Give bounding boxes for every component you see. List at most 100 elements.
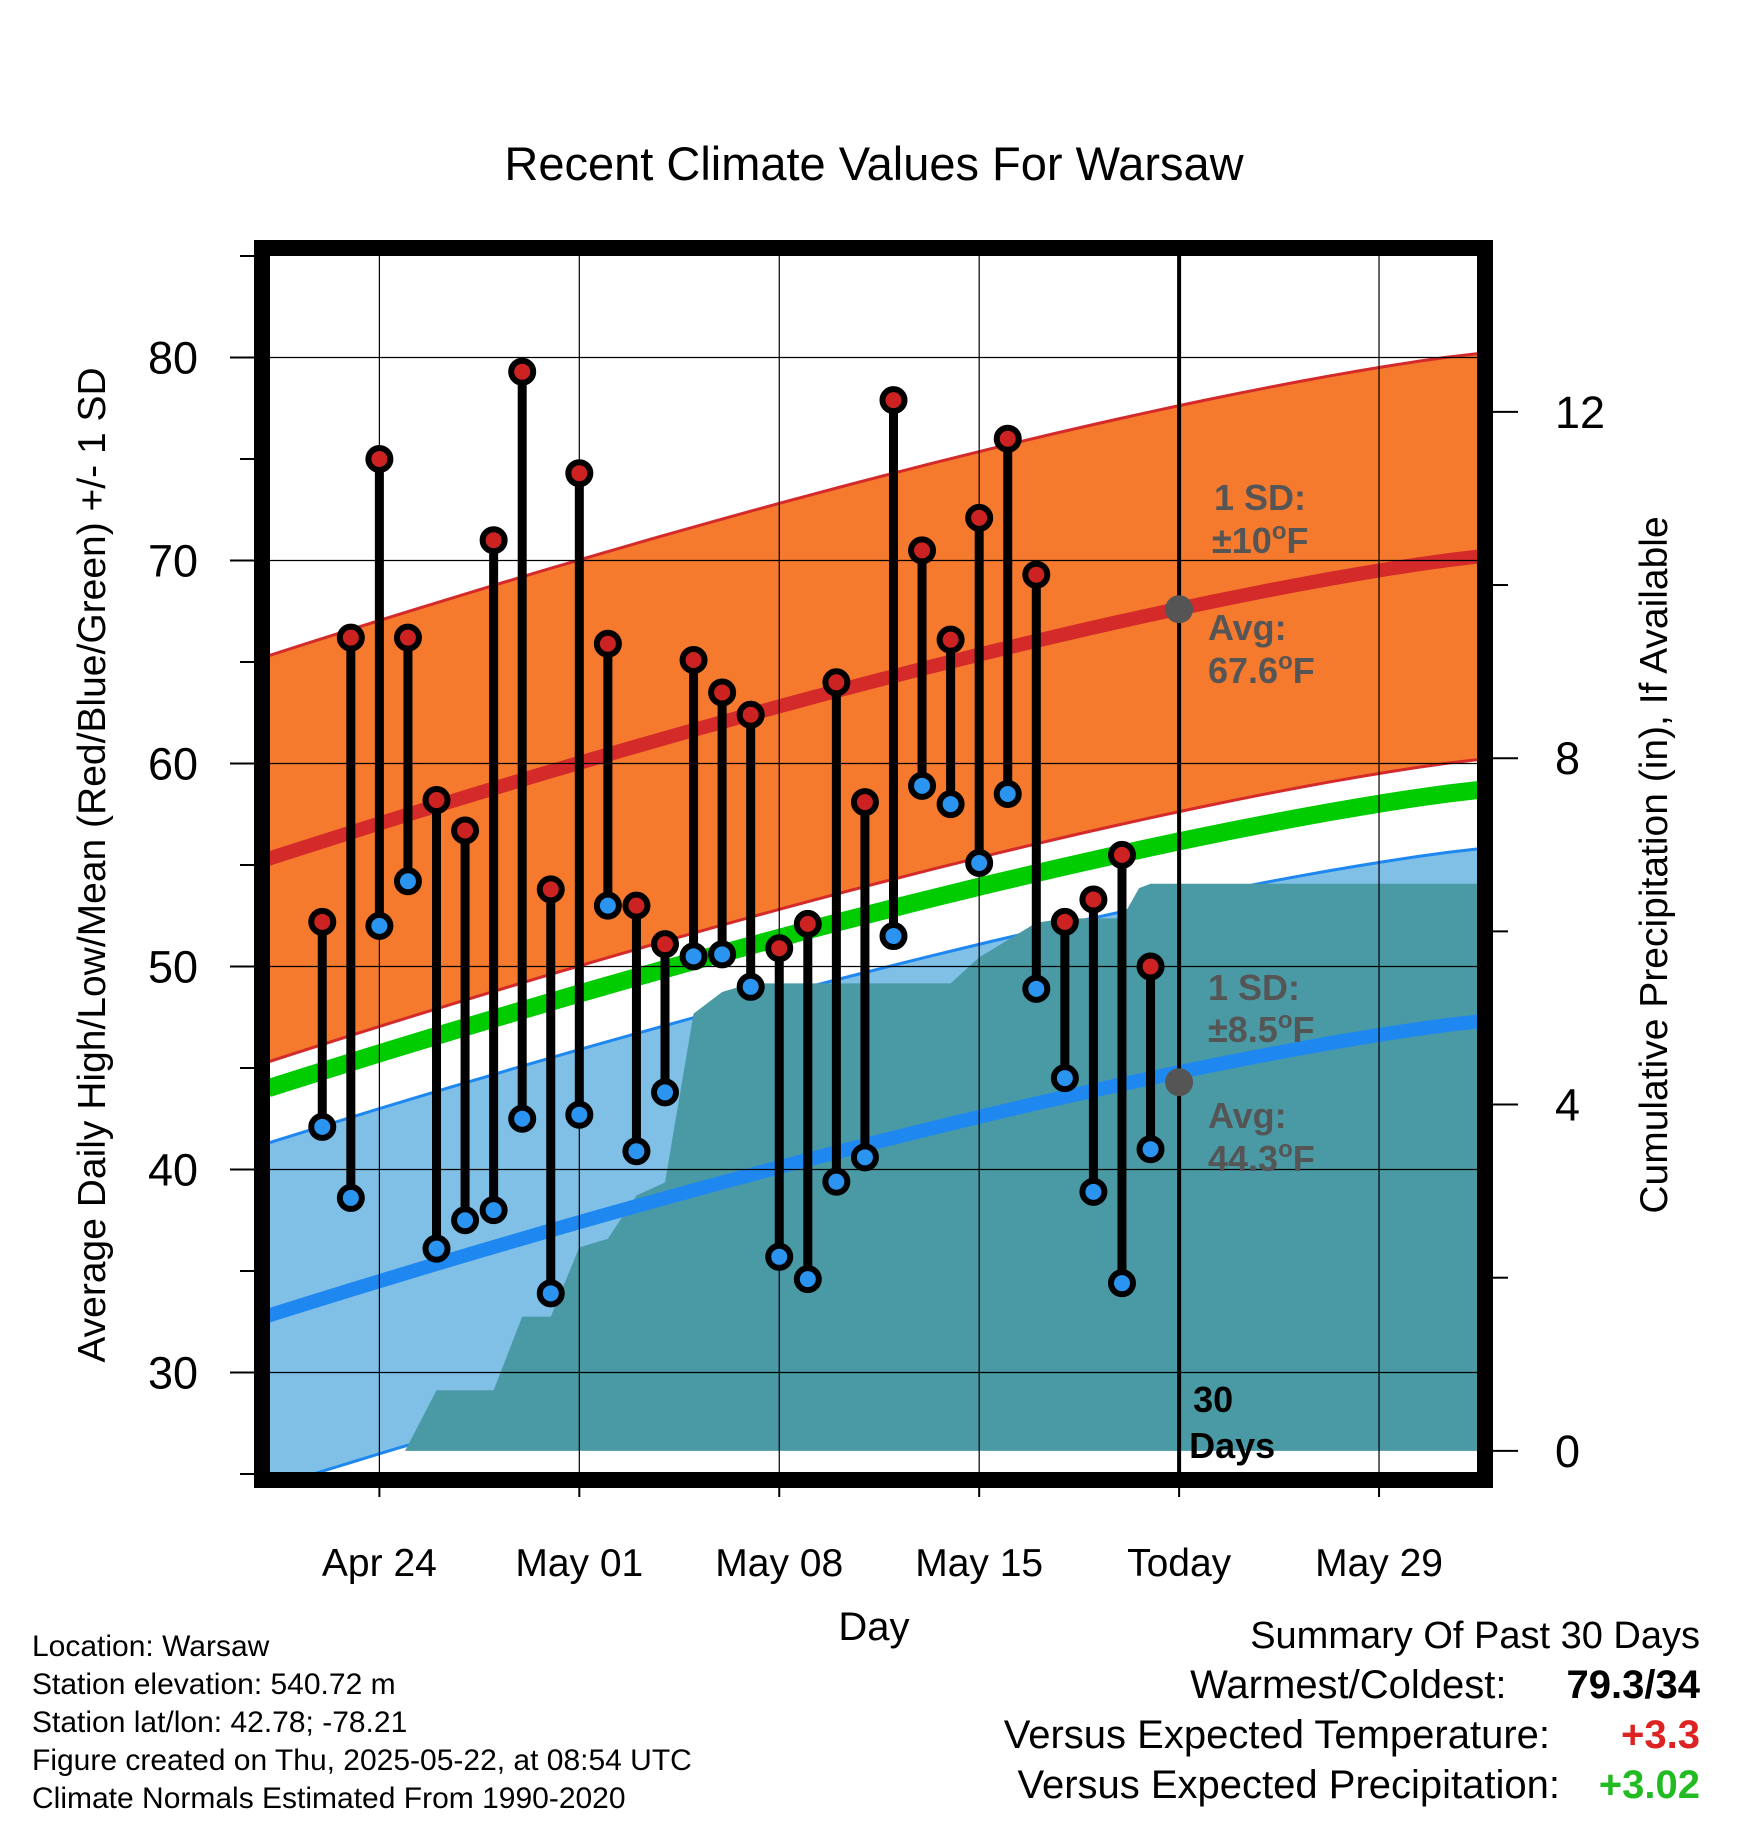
precipitation-area bbox=[365, 883, 1479, 1451]
high-point bbox=[336, 623, 365, 652]
high-point bbox=[536, 875, 565, 904]
low-point bbox=[1107, 1269, 1136, 1298]
summary-title: Summary Of Past 30 Days bbox=[1250, 1615, 1700, 1657]
info-latlon: Station lat/lon: 42.78; -78.21 bbox=[32, 1706, 408, 1739]
y-tick-label: 70 bbox=[148, 536, 198, 587]
y-tick-label: 30 bbox=[148, 1348, 198, 1399]
high-point bbox=[879, 386, 908, 415]
high-avg-value: 67.6oF bbox=[1208, 648, 1315, 691]
low-point bbox=[879, 922, 908, 951]
y2-axis-label: Cumulative Precipitation (in), If Availa… bbox=[1633, 516, 1676, 1213]
low-point bbox=[565, 1100, 594, 1129]
low-point bbox=[308, 1112, 337, 1141]
low-sd-value: ±8.5oF bbox=[1208, 1007, 1314, 1050]
low-point bbox=[708, 940, 737, 969]
high-point bbox=[965, 503, 994, 532]
high-point bbox=[1022, 560, 1051, 589]
summary-precip-label: Versus Expected Precipitation: bbox=[1017, 1763, 1560, 1807]
y2-tick-label: 0 bbox=[1555, 1426, 1580, 1477]
high-point bbox=[679, 645, 708, 674]
summary-warmest-label: Warmest/Coldest: bbox=[1190, 1663, 1507, 1707]
normal-mean-line bbox=[268, 780, 1479, 1097]
low-point bbox=[451, 1206, 480, 1235]
x-tick-label: May 29 bbox=[1315, 1542, 1443, 1585]
high-point bbox=[822, 668, 851, 697]
y-tick-label: 50 bbox=[148, 942, 198, 993]
low-point bbox=[536, 1279, 565, 1308]
low-sd-title: 1 SD: bbox=[1208, 967, 1300, 1008]
low-point bbox=[936, 790, 965, 819]
low-point bbox=[508, 1104, 537, 1133]
summary-temp-value: +3.3 bbox=[1621, 1713, 1700, 1757]
low-point bbox=[479, 1196, 508, 1225]
high-point bbox=[1050, 907, 1079, 936]
info-location: Location: Warsaw bbox=[32, 1630, 270, 1663]
plot-frame bbox=[254, 240, 1493, 1488]
y2-tick-label: 8 bbox=[1555, 733, 1580, 784]
low-point bbox=[651, 1078, 680, 1107]
high-point bbox=[422, 786, 451, 815]
info-created: Figure created on Thu, 2025-05-22, at 08… bbox=[32, 1744, 692, 1777]
high-point bbox=[651, 930, 680, 959]
high-point bbox=[850, 788, 879, 817]
low-point bbox=[593, 891, 622, 920]
x-axis-label: Day bbox=[838, 1605, 909, 1649]
low-point bbox=[965, 848, 994, 877]
high-point bbox=[451, 816, 480, 845]
high-point bbox=[393, 623, 422, 652]
high-point bbox=[736, 700, 765, 729]
high-point bbox=[622, 891, 651, 920]
high-point bbox=[593, 629, 622, 658]
y-tick-label: 80 bbox=[148, 333, 198, 384]
low-point bbox=[793, 1265, 822, 1294]
low-point bbox=[908, 771, 937, 800]
summary-precip-row: Versus Expected Precipitation: +3.02 bbox=[1017, 1763, 1700, 1808]
y-tick-label: 40 bbox=[148, 1145, 198, 1196]
high-point bbox=[565, 459, 594, 488]
high-point bbox=[793, 909, 822, 938]
normal-high-sd-band-lower-edge bbox=[268, 757, 1479, 1064]
summary-warmest-value: 79.3/34 bbox=[1566, 1663, 1700, 1707]
normal-high-sd-band bbox=[268, 353, 1479, 1062]
high-point bbox=[936, 625, 965, 654]
summary-panel: Summary Of Past 30 Days Warmest/Coldest:… bbox=[800, 1615, 1700, 1825]
low-point bbox=[850, 1143, 879, 1172]
x-tick-label: May 15 bbox=[915, 1542, 1043, 1585]
low-point bbox=[736, 972, 765, 1001]
y2-tick-label: 4 bbox=[1555, 1080, 1580, 1131]
high-point bbox=[308, 907, 337, 936]
low-point bbox=[1022, 974, 1051, 1003]
summary-warmest-row: Warmest/Coldest: 79.3/34 bbox=[1190, 1663, 1700, 1708]
high-point bbox=[508, 357, 537, 386]
low-point bbox=[993, 779, 1022, 808]
info-elevation: Station elevation: 540.72 m bbox=[32, 1668, 396, 1701]
high-point bbox=[1079, 885, 1108, 914]
high-point bbox=[993, 424, 1022, 453]
x-tick-label: May 08 bbox=[715, 1542, 843, 1585]
today-days-label: Days bbox=[1189, 1425, 1275, 1466]
x-tick-label: May 01 bbox=[515, 1542, 643, 1585]
high-avg-title: Avg: bbox=[1208, 607, 1287, 648]
x-tick-label: Apr 24 bbox=[322, 1542, 437, 1585]
low-point bbox=[393, 867, 422, 896]
high-sd-value: ±10oF bbox=[1212, 518, 1308, 561]
info-normals: Climate Normals Estimated From 1990-2020 bbox=[32, 1782, 626, 1815]
summary-temp-label: Versus Expected Temperature: bbox=[1003, 1713, 1550, 1757]
normal-low-line bbox=[268, 1014, 1479, 1323]
high-point bbox=[1107, 840, 1136, 869]
today-days-number: 30 bbox=[1193, 1379, 1233, 1420]
low-point bbox=[1050, 1064, 1079, 1093]
high-point bbox=[708, 678, 737, 707]
normal-low-sd-band-upper-edge bbox=[268, 847, 1479, 1145]
low-point bbox=[422, 1234, 451, 1263]
low-avg-value: 44.3oF bbox=[1208, 1136, 1315, 1179]
high-point bbox=[365, 445, 394, 473]
low-point bbox=[622, 1137, 651, 1166]
y2-tick-label: 12 bbox=[1555, 387, 1605, 438]
low-point bbox=[765, 1242, 794, 1271]
low-point bbox=[1136, 1135, 1165, 1164]
chart-title: Recent Climate Values For Warsaw bbox=[504, 137, 1244, 190]
high-point bbox=[479, 526, 508, 555]
low-point bbox=[679, 942, 708, 971]
